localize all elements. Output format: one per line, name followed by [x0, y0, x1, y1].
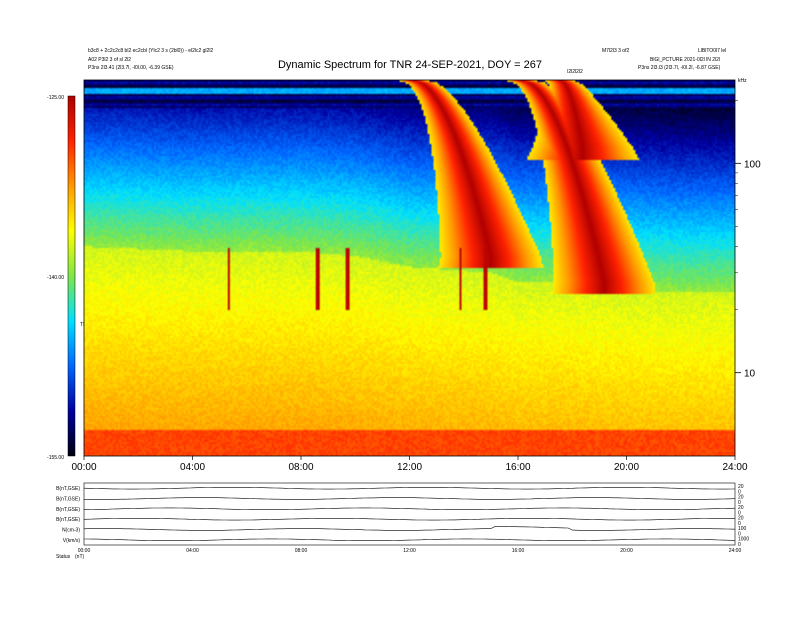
spectrogram-plot: [83, 79, 736, 457]
ephemeris-right-label: 0: [738, 510, 741, 516]
ephemeris-right-label: 1000: [738, 537, 749, 543]
ephemeris-right-label: 20: [738, 495, 744, 501]
ephemeris-series-line: [83, 518, 735, 521]
x-tick-label: 04:00: [180, 462, 205, 473]
header-left-line3: P3ns 2l3.41 (2l3.7l, -l0l.00, -6.39 GSE): [88, 65, 174, 71]
ephemeris-right-label: 0: [738, 542, 741, 548]
header-right-line1a: M7l2l3 3 of2: [602, 48, 629, 54]
colorbar-tick-top: -125.00: [47, 95, 64, 101]
ephemeris-x-tick-label: 20:00: [620, 548, 633, 554]
x-tick-label: 20:00: [614, 462, 639, 473]
header-left-line1: b3c8 + 2c2c2c8 bl2 ec2cbl (Ylc2 3 s (2bl…: [88, 48, 213, 54]
ephemeris-right-label: 20: [738, 484, 744, 490]
ephemeris-row-label: V(km/s): [63, 538, 81, 544]
chart-title: Dynamic Spectrum for TNR 24-SEP-2021, DO…: [278, 59, 542, 71]
ephemeris-footer-mid: (nT): [75, 554, 85, 560]
ephemeris-row-label: B(nT,GSE): [56, 507, 80, 513]
ephemeris-series-line: [84, 538, 736, 541]
x-tick-label: 24:00: [722, 462, 747, 473]
ephemeris-x-tick-label: 16:00: [512, 548, 525, 554]
y-tick-label: 100: [744, 159, 761, 170]
unit-corner-label: kHz: [738, 78, 747, 84]
spectrogram-x-axis: 00:00 04:00 08:00 12:00 16:00 20:00 24:00: [71, 456, 748, 473]
x-tick-label: 00:00: [71, 462, 96, 473]
spectrogram-image: [84, 80, 735, 456]
ephemeris-x-tick-label: 00:00: [78, 548, 91, 554]
y-tick-label: 10: [744, 369, 756, 380]
ephemeris-x-tick-label: 24:00: [729, 548, 742, 554]
x-tick-label: 08:00: [288, 462, 313, 473]
ephemeris-right-label: 0: [738, 521, 741, 527]
ephemeris-x-tick-label: 04:00: [186, 548, 199, 554]
ephemeris-right-label: 0: [738, 489, 741, 495]
ephemeris-x-tick-label: 08:00: [295, 548, 308, 554]
ephemeris-right-label: 20: [738, 516, 744, 522]
header-right-line1b: LlBlTO0l7 lel: [698, 48, 726, 54]
ephemeris-panel: B(nT,GSE) B(nT,GSE) B(nT,GSE) B(nT,GSE) N(cm…: [56, 482, 749, 560]
ephemeris-right-label: 100: [738, 526, 747, 532]
colorbar: [67, 95, 76, 457]
ephemeris-row-label: B(nT,GSE): [56, 486, 80, 492]
ephemeris-row-label: N(cm-3): [62, 528, 80, 534]
x-tick-label: 16:00: [505, 462, 530, 473]
ephemeris-x-tick-label: 12:00: [403, 548, 416, 554]
ephemeris-right-label: 0: [738, 500, 741, 506]
burst-marker-label: l2l2l2l2: [567, 69, 583, 75]
ephemeris-series-line: [83, 487, 735, 490]
ephemeris-series-line: [84, 497, 736, 500]
ephemeris-right-label: 20: [738, 505, 744, 511]
colorbar-tick-bottom: -155.00: [47, 455, 64, 461]
colorbar-tick-mid: -140.00: [47, 275, 64, 281]
ephemeris-row-label: B(nT,GSE): [56, 497, 80, 503]
header-right-line2: BlGl_PCTURE 2021-0l2l lN 2l2l: [650, 57, 720, 63]
header-left-line2: A02 P3l2 3 of sl 2l2: [88, 57, 131, 63]
ephemeris-series-line: [83, 507, 736, 510]
spectrogram-y-axis: 10 100: [735, 100, 761, 380]
ephemeris-right-label: 0: [738, 531, 741, 537]
ephemeris-footer-left: Status: [56, 554, 71, 560]
ephemeris-frame: [83, 482, 736, 546]
header-right-line3: P3ns 2l3.l3 (2l3.7l, -l0l.2l, -6.87 GSE): [638, 65, 721, 71]
ephemeris-series-line: [83, 526, 736, 531]
x-tick-label: 12:00: [397, 462, 422, 473]
ephemeris-row-label: B(nT,GSE): [56, 517, 80, 523]
